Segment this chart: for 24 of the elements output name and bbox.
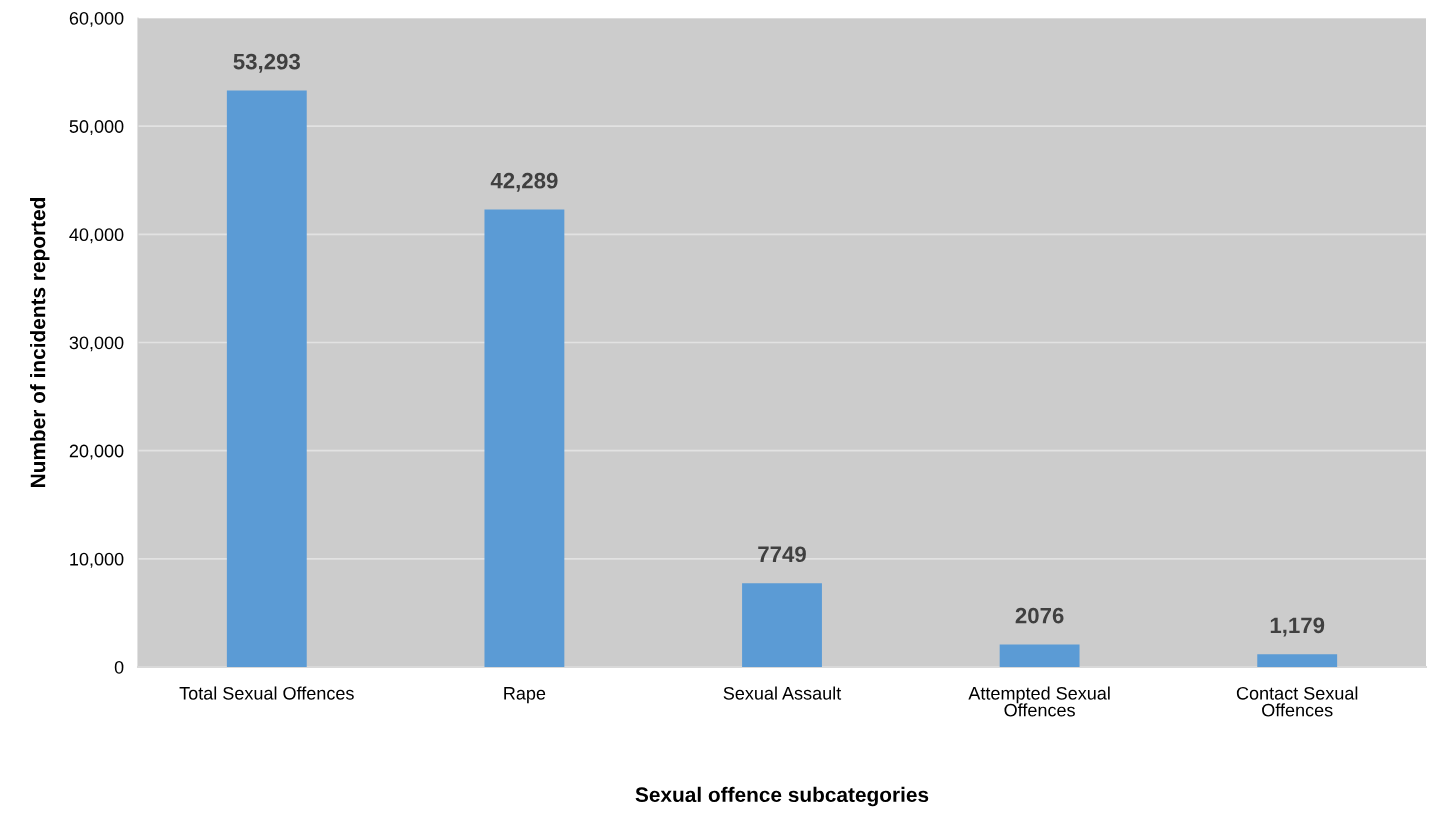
bar (742, 583, 822, 667)
x-tick-label: Rape (504, 687, 546, 704)
y-tick-label: 20,000 (69, 444, 124, 460)
y-tick-label: 30,000 (69, 336, 124, 352)
bar (226, 90, 307, 667)
y-axis-title: Number of incidents reported (30, 198, 50, 487)
y-tick-label: 60,000 (69, 11, 124, 27)
bar (1257, 654, 1338, 667)
y-tick-label: 50,000 (69, 120, 124, 136)
x-tick-label: Contact Sexual Offences (1236, 686, 1358, 717)
data-label: 42,289 (490, 172, 558, 192)
y-tick-label: 0 (114, 660, 124, 674)
x-axis-title: Sexual offence subcategories (635, 786, 929, 807)
x-tick-label: Total Sexual Offences (179, 686, 354, 700)
x-tick-label: Attempted Sexual Offences (968, 686, 1110, 717)
data-label: 1,179 (1270, 617, 1325, 637)
x-tick-label: Sexual Assault (723, 686, 842, 700)
data-label: 2076 (1015, 607, 1064, 624)
data-label: 7749 (758, 546, 806, 563)
y-tick-label: 40,000 (69, 228, 124, 244)
bar (999, 644, 1080, 667)
bar (484, 209, 565, 667)
y-tick-label: 10,000 (70, 552, 124, 568)
data-label: 53,293 (233, 53, 300, 73)
